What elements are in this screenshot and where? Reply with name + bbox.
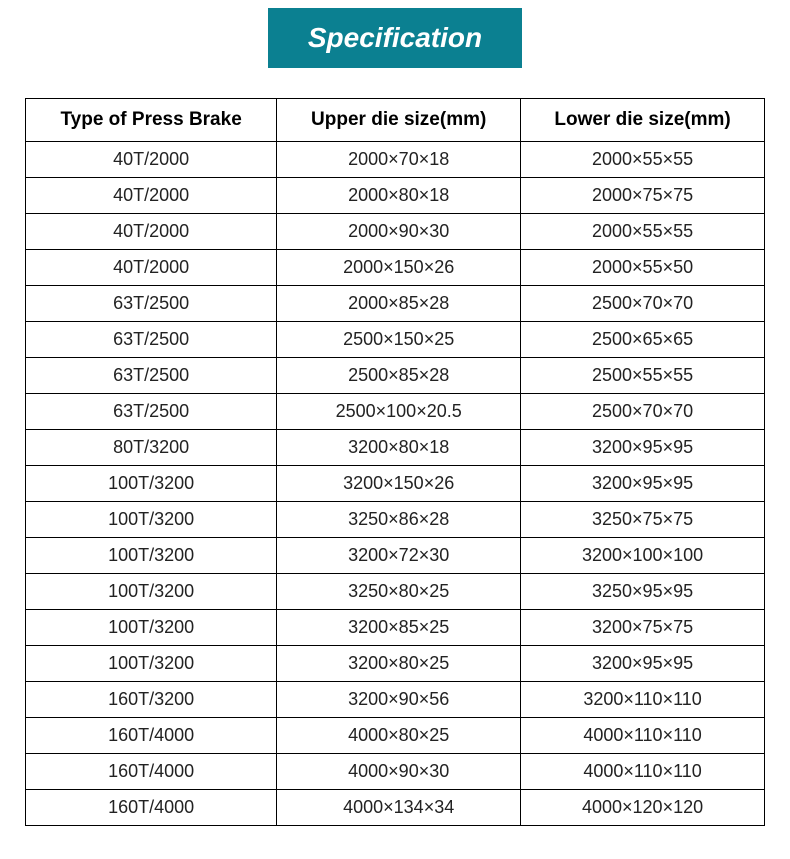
table-row: 100T/32003200×85×253200×75×75 [26, 610, 765, 646]
table-cell: 2500×55×55 [521, 358, 765, 394]
table-cell: 2500×65×65 [521, 322, 765, 358]
table-cell: 63T/2500 [26, 394, 277, 430]
table-cell: 3200×90×56 [277, 682, 521, 718]
table-cell: 2000×85×28 [277, 286, 521, 322]
table-cell: 3200×110×110 [521, 682, 765, 718]
page-title: Specification [268, 8, 522, 68]
table-cell: 3200×150×26 [277, 466, 521, 502]
col-header-upper: Upper die size(mm) [277, 99, 521, 142]
table-row: 40T/20002000×150×262000×55×50 [26, 250, 765, 286]
table-row: 40T/20002000×80×182000×75×75 [26, 178, 765, 214]
table-cell: 2500×150×25 [277, 322, 521, 358]
table-cell: 4000×110×110 [521, 754, 765, 790]
title-wrapper: Specification [0, 0, 790, 98]
table-header-row: Type of Press Brake Upper die size(mm) L… [26, 99, 765, 142]
table-cell: 3200×75×75 [521, 610, 765, 646]
table-cell: 160T/4000 [26, 790, 277, 826]
table-row: 160T/40004000×80×254000×110×110 [26, 718, 765, 754]
table-cell: 160T/3200 [26, 682, 277, 718]
table-row: 63T/25002000×85×282500×70×70 [26, 286, 765, 322]
table-cell: 3250×80×25 [277, 574, 521, 610]
table-cell: 160T/4000 [26, 754, 277, 790]
table-cell: 100T/3200 [26, 538, 277, 574]
table-body: 40T/20002000×70×182000×55×5540T/20002000… [26, 142, 765, 826]
table-row: 100T/32003250×86×283250×75×75 [26, 502, 765, 538]
table-cell: 2500×85×28 [277, 358, 521, 394]
table-cell: 40T/2000 [26, 178, 277, 214]
table-cell: 100T/3200 [26, 610, 277, 646]
table-row: 100T/32003200×150×263200×95×95 [26, 466, 765, 502]
col-header-type: Type of Press Brake [26, 99, 277, 142]
table-row: 40T/20002000×70×182000×55×55 [26, 142, 765, 178]
table-cell: 3250×95×95 [521, 574, 765, 610]
table-cell: 3250×75×75 [521, 502, 765, 538]
table-cell: 2500×70×70 [521, 286, 765, 322]
table-cell: 63T/2500 [26, 286, 277, 322]
table-cell: 2000×55×55 [521, 214, 765, 250]
table-cell: 3200×85×25 [277, 610, 521, 646]
table-cell: 2000×55×50 [521, 250, 765, 286]
table-cell: 4000×110×110 [521, 718, 765, 754]
table-cell: 3200×95×95 [521, 466, 765, 502]
table-cell: 3200×95×95 [521, 646, 765, 682]
table-cell: 160T/4000 [26, 718, 277, 754]
table-cell: 2000×55×55 [521, 142, 765, 178]
table-header: Type of Press Brake Upper die size(mm) L… [26, 99, 765, 142]
table-row: 63T/25002500×150×252500×65×65 [26, 322, 765, 358]
table-cell: 2000×150×26 [277, 250, 521, 286]
table-cell: 4000×134×34 [277, 790, 521, 826]
table-cell: 4000×120×120 [521, 790, 765, 826]
table-cell: 40T/2000 [26, 214, 277, 250]
table-cell: 40T/2000 [26, 142, 277, 178]
table-cell: 2500×100×20.5 [277, 394, 521, 430]
table-cell: 3250×86×28 [277, 502, 521, 538]
table-row: 63T/25002500×85×282500×55×55 [26, 358, 765, 394]
table-cell: 63T/2500 [26, 322, 277, 358]
table-cell: 4000×90×30 [277, 754, 521, 790]
table-row: 160T/40004000×90×304000×110×110 [26, 754, 765, 790]
table-cell: 100T/3200 [26, 466, 277, 502]
table-cell: 3200×80×25 [277, 646, 521, 682]
table-row: 40T/20002000×90×302000×55×55 [26, 214, 765, 250]
table-row: 100T/32003250×80×253250×95×95 [26, 574, 765, 610]
table-cell: 2000×75×75 [521, 178, 765, 214]
table-cell: 2500×70×70 [521, 394, 765, 430]
table-row: 100T/32003200×80×253200×95×95 [26, 646, 765, 682]
table-row: 160T/32003200×90×563200×110×110 [26, 682, 765, 718]
col-header-lower: Lower die size(mm) [521, 99, 765, 142]
table-row: 100T/32003200×72×303200×100×100 [26, 538, 765, 574]
table-cell: 100T/3200 [26, 646, 277, 682]
specification-table: Type of Press Brake Upper die size(mm) L… [25, 98, 765, 826]
table-cell: 2000×70×18 [277, 142, 521, 178]
table-cell: 100T/3200 [26, 574, 277, 610]
table-cell: 80T/3200 [26, 430, 277, 466]
table-cell: 100T/3200 [26, 502, 277, 538]
table-cell: 3200×80×18 [277, 430, 521, 466]
table-cell: 3200×100×100 [521, 538, 765, 574]
table-row: 63T/25002500×100×20.52500×70×70 [26, 394, 765, 430]
table-cell: 63T/2500 [26, 358, 277, 394]
table-row: 80T/32003200×80×183200×95×95 [26, 430, 765, 466]
table-cell: 4000×80×25 [277, 718, 521, 754]
table-cell: 3200×72×30 [277, 538, 521, 574]
table-cell: 3200×95×95 [521, 430, 765, 466]
table-cell: 40T/2000 [26, 250, 277, 286]
table-cell: 2000×90×30 [277, 214, 521, 250]
table-cell: 2000×80×18 [277, 178, 521, 214]
table-row: 160T/40004000×134×344000×120×120 [26, 790, 765, 826]
